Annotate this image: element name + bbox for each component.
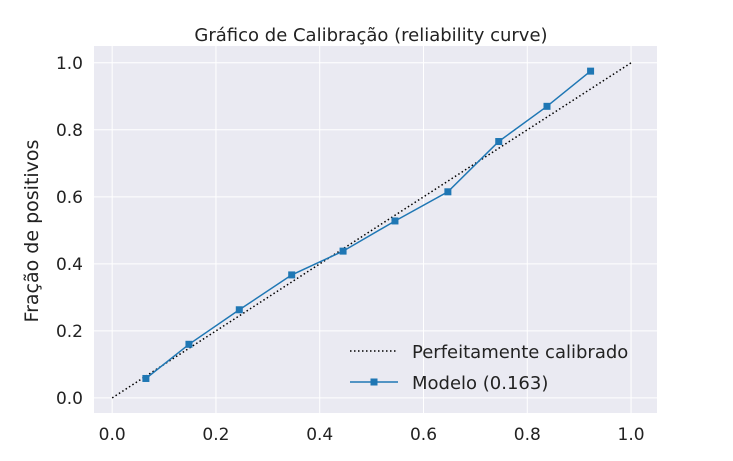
y-tick-label: 0.6: [56, 188, 83, 208]
model-data-point: [142, 374, 150, 382]
y-tick-label: 0.8: [56, 121, 83, 141]
legend-model-marker: [370, 378, 378, 386]
model-data-point: [391, 217, 399, 225]
y-tick-label: 0.0: [56, 389, 83, 409]
grid-lines: [94, 46, 657, 413]
model-data-point: [543, 102, 551, 110]
y-axis-ticks: 0.0 0.2 0.4 0.6 0.8 1.0: [56, 54, 83, 409]
x-tick-label: 1.0: [618, 425, 645, 445]
legend-label: Modelo (0.163): [412, 373, 548, 394]
model-data-point: [339, 247, 347, 255]
x-tick-label: 0.4: [306, 425, 333, 445]
y-tick-label: 0.4: [56, 255, 83, 275]
x-tick-label: 0.8: [514, 425, 541, 445]
y-tick-label: 1.0: [56, 54, 83, 74]
data-series: [111, 62, 632, 399]
model-data-point: [495, 138, 503, 146]
perfect-calibration-line: [111, 62, 632, 399]
x-axis-ticks: 0.0 0.2 0.4 0.6 0.8 1.0: [99, 425, 645, 445]
model-data-point: [444, 188, 452, 196]
model-series-line: [145, 70, 592, 380]
y-axis-label: Fração de positivos: [21, 140, 43, 323]
x-tick-label: 0.2: [202, 425, 229, 445]
x-tick-label: 0.0: [99, 425, 126, 445]
y-tick-label: 0.2: [56, 322, 83, 342]
legend-label: Perfeitamente calibrado: [412, 342, 628, 363]
model-data-point: [185, 340, 193, 348]
model-data-point: [587, 67, 595, 75]
chart-title: Gráfico de Calibração (reliability curve…: [194, 25, 547, 46]
model-data-point: [288, 271, 296, 279]
model-data-point: [235, 306, 243, 314]
legend: Perfeitamente calibrado Modelo (0.163): [350, 342, 628, 394]
x-tick-label: 0.6: [410, 425, 437, 445]
